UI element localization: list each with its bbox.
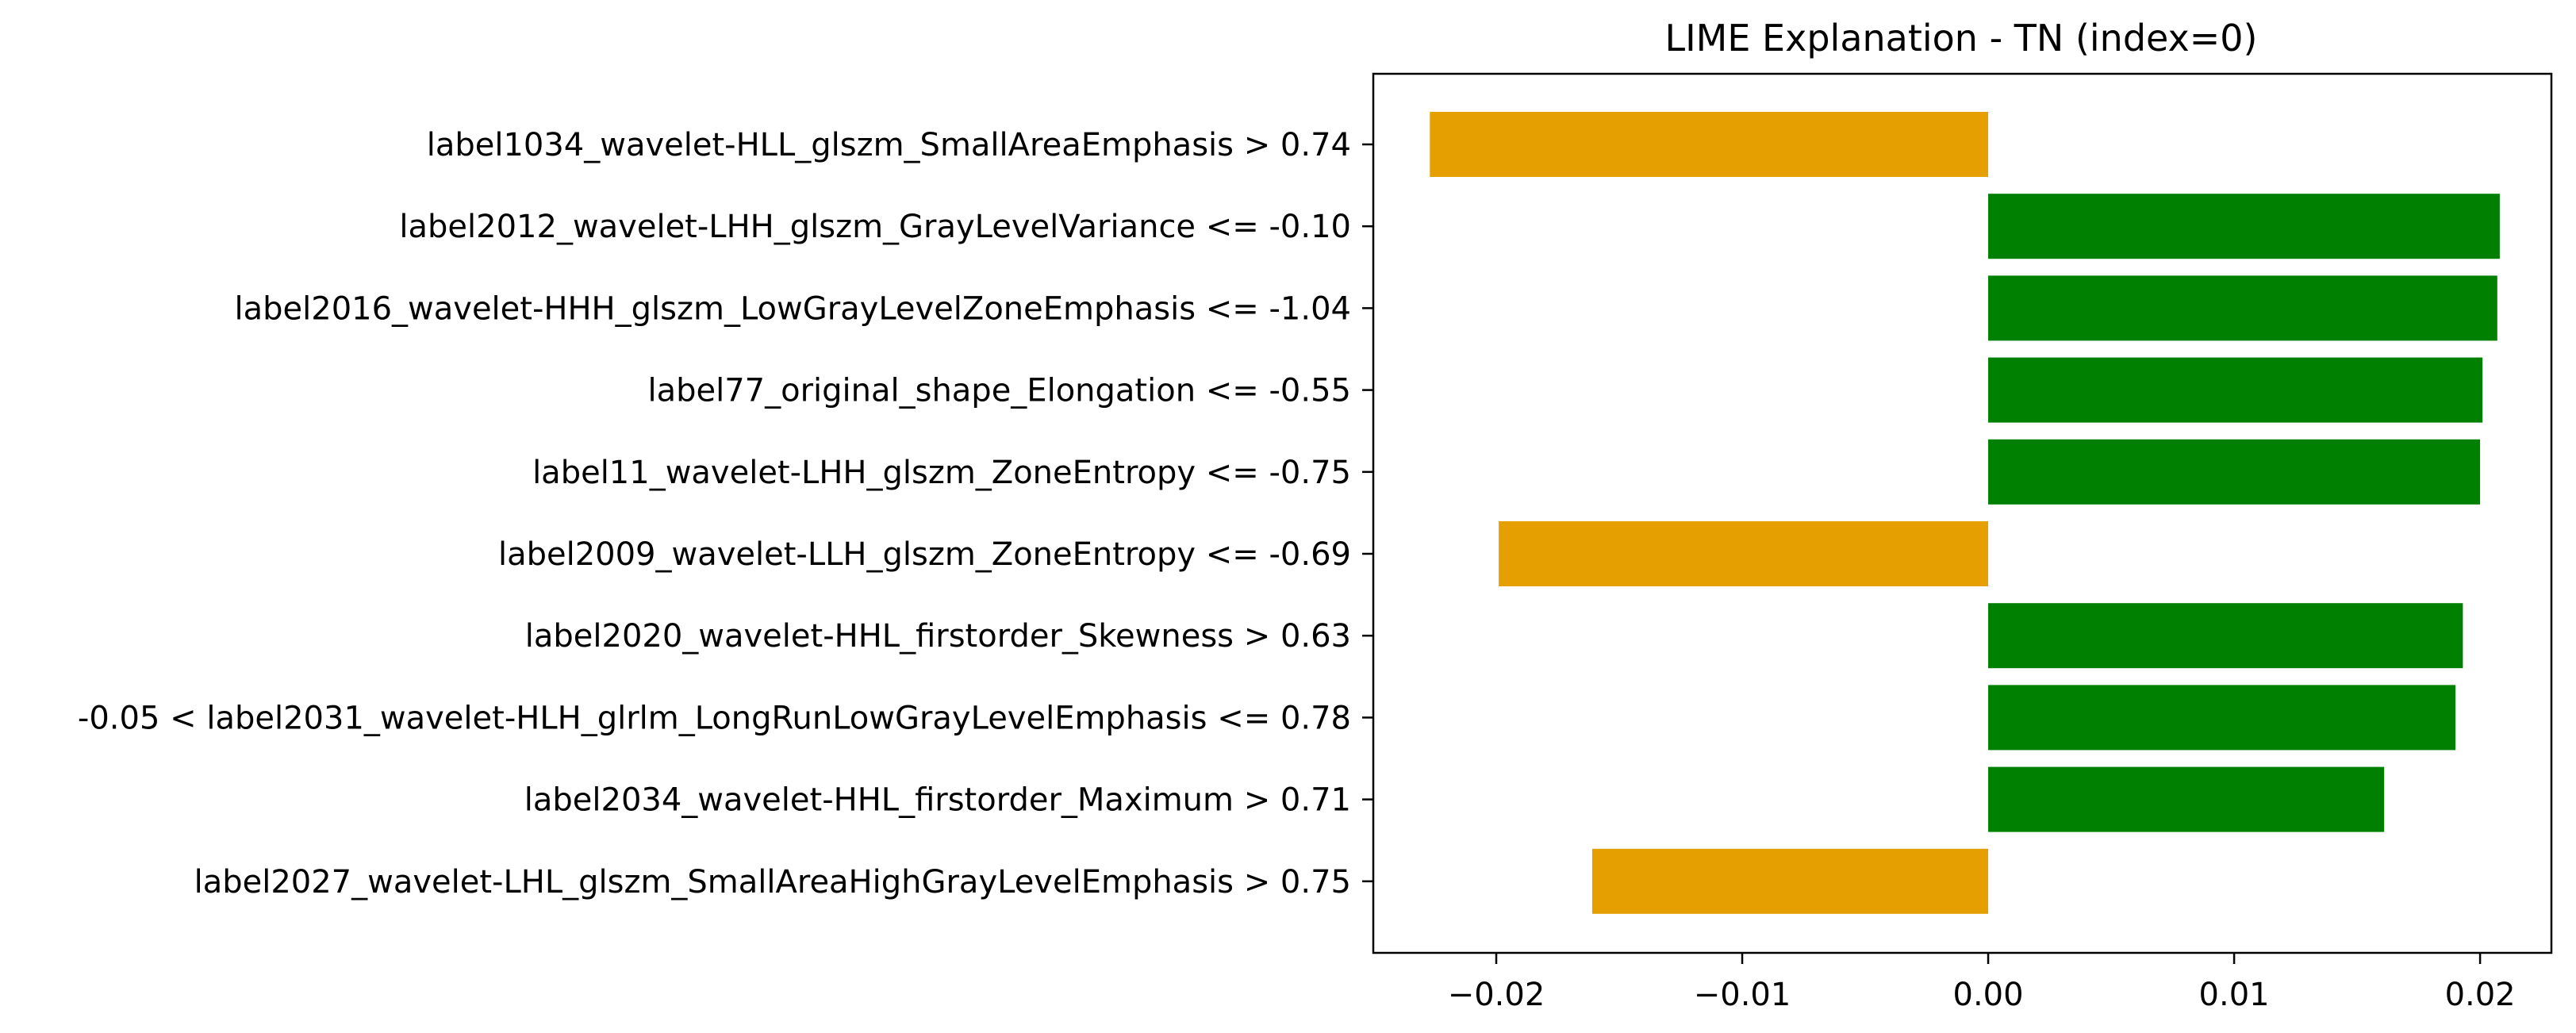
bar-2	[1988, 275, 2497, 341]
category-labels: label1034_wavelet-HLL_glszm_SmallAreaEmp…	[78, 127, 1373, 901]
category-label-8: label2034_wavelet-HHL_firstorder_Maximum…	[524, 782, 1351, 819]
bar-3	[1988, 357, 2483, 423]
x-tick-label-2: 0.00	[1953, 977, 2024, 1013]
category-label-7: -0.05 < label2031_wavelet-HLH_glrlm_Long…	[78, 700, 1351, 736]
bar-7	[1988, 685, 2456, 751]
bar-4	[1988, 439, 2481, 505]
x-tick-label-4: 0.02	[2445, 977, 2516, 1013]
category-label-1: label2012_wavelet-LHH_glszm_GrayLevelVar…	[399, 209, 1351, 245]
x-axis-ticks: −0.02 −0.01 0.00 0.01 0.02	[1448, 953, 2516, 1013]
category-label-3: label77_original_shape_Elongation <= -0.…	[647, 373, 1351, 409]
bar-1	[1988, 194, 2500, 259]
bar-9	[1591, 848, 1989, 914]
bar-6	[1988, 603, 2463, 669]
plot-frame	[1372, 72, 2553, 954]
x-tick-label-1: −0.01	[1694, 977, 1791, 1013]
x-tick-label-3: 0.01	[2199, 977, 2270, 1013]
category-label-9: label2027_wavelet-LHL_glszm_SmallAreaHig…	[194, 864, 1351, 901]
bars-layer	[1430, 112, 2500, 914]
category-label-2: label2016_wavelet-HHH_glszm_LowGrayLevel…	[235, 290, 1351, 327]
bar-5	[1499, 521, 1989, 586]
category-label-4: label11_wavelet-LHH_glszm_ZoneEntropy <=…	[532, 455, 1351, 491]
category-label-0: label1034_wavelet-HLL_glszm_SmallAreaEmp…	[427, 127, 1351, 163]
chart-title: LIME Explanation - TN (index=0)	[1664, 17, 2257, 60]
category-label-6: label2020_wavelet-HHL_firstorder_Skewnes…	[525, 618, 1351, 655]
category-label-5: label2009_wavelet-LLH_glszm_ZoneEntropy …	[498, 536, 1351, 573]
x-tick-label-0: −0.02	[1448, 977, 1545, 1013]
bar-0	[1430, 112, 1989, 177]
bar-8	[1988, 766, 2385, 832]
